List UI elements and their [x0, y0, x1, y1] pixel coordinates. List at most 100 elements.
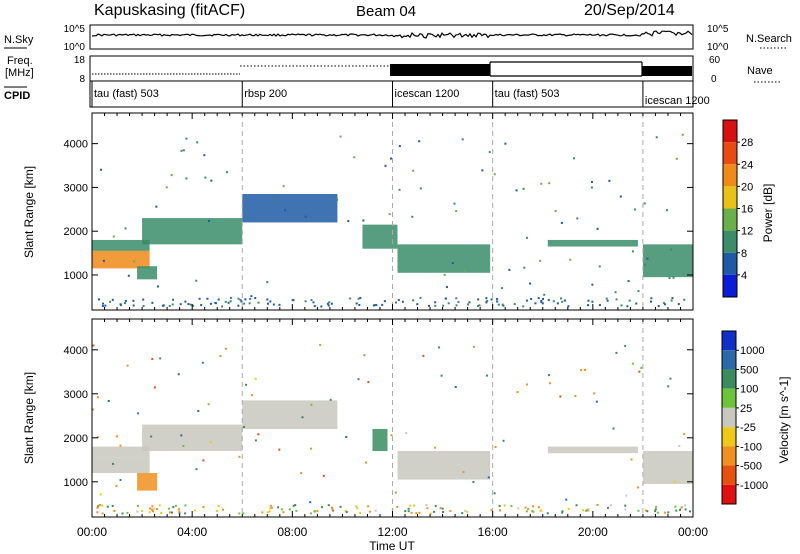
cpid-segment-label: tau (fast) 503 [495, 88, 560, 100]
colorbar-tick-label: 100 [740, 384, 758, 396]
cpid-segment-label: tau (fast) 503 [94, 88, 159, 100]
heatmap-pixel [429, 512, 432, 515]
heatmap-pixel [615, 351, 618, 354]
freq-right-tick-top: 60 [709, 55, 721, 66]
heatmap-pixel [419, 296, 422, 299]
colorbar-tick-label: -25 [740, 422, 756, 434]
x-tick-label: 00:00 [678, 525, 708, 539]
heatmap-pixel [270, 506, 273, 509]
heatmap-pixel [624, 504, 627, 507]
heatmap-pixel [398, 188, 401, 191]
heatmap-pixel [195, 279, 198, 282]
heatmap-pixel [624, 508, 627, 511]
heatmap-pixel [320, 305, 323, 308]
heatmap-pixel [178, 512, 181, 515]
heatmap-pixel [575, 504, 578, 507]
heatmap-pixel [172, 506, 175, 509]
heatmap-pixel [214, 302, 217, 305]
heatmap-pixel [638, 370, 641, 373]
y-tick-label: 4000 [64, 139, 88, 151]
heatmap-pixel [312, 301, 315, 304]
heatmap-pixel [540, 182, 543, 185]
heatmap-pixel [644, 509, 647, 512]
heatmap-pixel [502, 439, 505, 442]
heatmap-pixel [496, 298, 499, 301]
heatmap-pixel [508, 268, 511, 271]
heatmap-pixel [99, 493, 102, 496]
x-tick-label: 12:00 [377, 525, 407, 539]
heatmap-pixel [395, 301, 398, 304]
heatmap-pixel [481, 169, 484, 172]
heatmap-pixel [355, 302, 358, 305]
noise-right-tick-bottom: 10^0 [707, 42, 729, 53]
heatmap-pixel [532, 510, 535, 513]
heatmap-pixel [606, 299, 609, 302]
heatmap-pixel [516, 391, 519, 394]
freq-block-1 [390, 64, 490, 76]
heatmap-pixel [266, 298, 269, 301]
heatmap-pixel [113, 509, 116, 512]
heatmap-pixel [227, 301, 230, 304]
heatmap-pixel [365, 461, 368, 464]
heatmap-pixel [237, 297, 240, 300]
colorbar-tick-label: 4 [741, 270, 747, 282]
heatmap-pixel [301, 416, 304, 419]
heatmap-pixel [244, 298, 247, 301]
heatmap-pixel [537, 297, 540, 300]
freq-right-legend: Nave [747, 65, 773, 77]
heatmap-pixel [142, 298, 145, 301]
noise-right-tick-top: 10^5 [707, 24, 729, 35]
heatmap-pixel [388, 213, 391, 216]
heatmap-pixel [221, 305, 224, 308]
heatmap-pixel [573, 157, 576, 160]
heatmap-pixel [668, 277, 671, 280]
heatmap-pixel [266, 281, 269, 284]
velocity-grid [91, 319, 694, 517]
colorbar-swatch [722, 331, 736, 351]
heatmap-pixel [107, 399, 110, 402]
heatmap-pixel [407, 510, 410, 513]
heatmap-pixel [124, 227, 127, 230]
heatmap-pixel [206, 297, 209, 300]
heatmap-band [92, 250, 150, 269]
heatmap-pixel [369, 510, 372, 513]
heatmap-pixel [142, 305, 145, 308]
heatmap-pixel [457, 301, 460, 304]
heatmap-pixel [455, 304, 458, 307]
heatmap-pixel [106, 505, 109, 508]
heatmap-pixel [330, 302, 333, 305]
heatmap-pixel [540, 299, 543, 302]
heatmap-pixel [596, 503, 599, 506]
heatmap-pixel [207, 403, 210, 406]
x-tick-label: 16:00 [478, 525, 508, 539]
heatmap-pixel [486, 299, 489, 302]
heatmap-pixel [101, 512, 104, 515]
heatmap-pixel [336, 198, 339, 201]
heatmap-pixel [222, 508, 225, 511]
heatmap-pixel [445, 286, 448, 289]
heatmap-pixel [202, 459, 205, 462]
heatmap-pixel [526, 383, 529, 386]
heatmap-pixel [309, 512, 312, 515]
heatmap-pixel [167, 507, 170, 510]
heatmap-pixel [650, 297, 653, 300]
heatmap-pixel [637, 509, 640, 512]
heatmap-band [137, 266, 158, 280]
colorbar-swatch [722, 446, 736, 466]
heatmap-pixel [102, 302, 105, 305]
heatmap-pixel [133, 260, 136, 263]
heatmap-pixel [266, 302, 269, 305]
heatmap-pixel [591, 300, 594, 303]
heatmap-pixel [239, 298, 242, 301]
heatmap-pixel [339, 135, 342, 138]
heatmap-pixel [416, 303, 419, 306]
heatmap-pixel [372, 304, 375, 307]
heatmap-pixel [490, 298, 493, 301]
heatmap-pixel [356, 507, 359, 510]
heatmap-pixel [97, 298, 100, 301]
heatmap-band [92, 446, 150, 458]
heatmap-pixel [439, 507, 442, 510]
heatmap-pixel [149, 507, 152, 510]
heatmap-pixel [472, 480, 475, 483]
heatmap-pixel [418, 511, 421, 514]
